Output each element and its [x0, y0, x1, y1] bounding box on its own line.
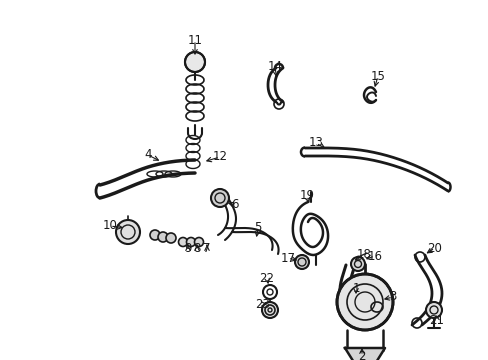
Polygon shape [345, 348, 384, 360]
Text: 10: 10 [102, 220, 117, 233]
Circle shape [350, 257, 364, 271]
Circle shape [178, 238, 187, 247]
Text: 7: 7 [203, 242, 210, 255]
Circle shape [294, 255, 308, 269]
Text: 4: 4 [144, 148, 151, 162]
Text: 20: 20 [427, 242, 442, 255]
Text: 1: 1 [351, 282, 359, 294]
Circle shape [425, 302, 441, 318]
Circle shape [210, 189, 228, 207]
Text: 3: 3 [388, 291, 396, 303]
Text: 13: 13 [308, 136, 323, 149]
Text: 23: 23 [255, 297, 270, 310]
Circle shape [158, 232, 168, 242]
Text: 12: 12 [212, 150, 227, 163]
Text: 6: 6 [231, 198, 238, 211]
Circle shape [165, 233, 176, 243]
Text: 22: 22 [259, 271, 274, 284]
Text: 21: 21 [428, 314, 444, 327]
Text: 9: 9 [184, 242, 191, 255]
Text: 2: 2 [358, 350, 365, 360]
Text: 16: 16 [367, 249, 382, 262]
Circle shape [150, 230, 160, 240]
Text: 5: 5 [254, 221, 261, 234]
Text: 14: 14 [267, 60, 282, 73]
Text: 8: 8 [193, 242, 200, 255]
Circle shape [116, 220, 140, 244]
Text: 11: 11 [187, 33, 202, 46]
Circle shape [336, 274, 392, 330]
Text: 18: 18 [356, 248, 371, 261]
Circle shape [184, 52, 204, 72]
Text: 19: 19 [299, 189, 314, 202]
Circle shape [194, 238, 203, 247]
Text: 17: 17 [280, 252, 295, 265]
Text: 15: 15 [370, 69, 385, 82]
Circle shape [262, 302, 278, 318]
Circle shape [186, 238, 195, 247]
